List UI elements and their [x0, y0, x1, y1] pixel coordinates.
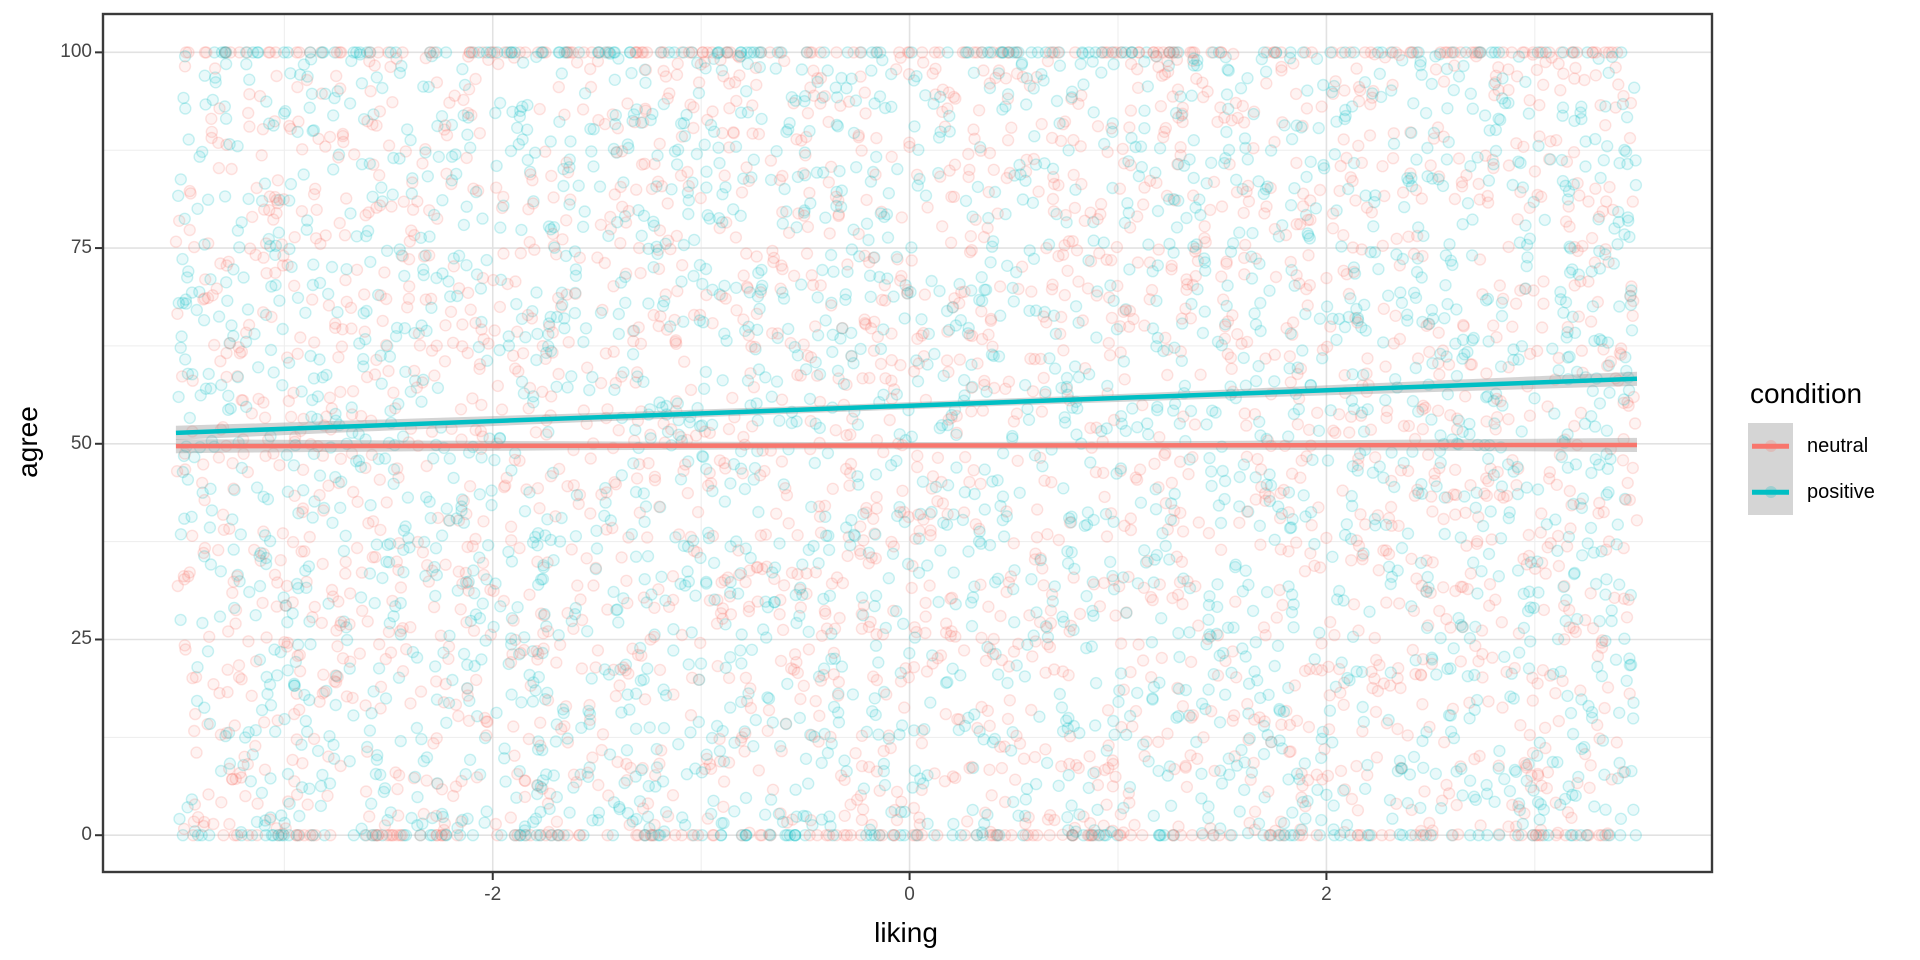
legend-label: neutral [1807, 434, 1869, 457]
y-tick-label: 25 [70, 628, 92, 650]
y-tick-label: 50 [70, 432, 92, 454]
scatter-points [169, 46, 1644, 842]
x-tick-label: 0 [904, 884, 915, 905]
x-axis-title: liking [874, 917, 938, 948]
legend-item-neutral: neutral [1748, 423, 1875, 469]
trend-line-icon [1752, 489, 1789, 495]
y-tick-label: 0 [81, 824, 92, 846]
legend-key-swatch [1748, 469, 1793, 515]
legend-key-swatch [1748, 423, 1793, 469]
legend-title: condition [1750, 378, 1863, 409]
y-tick-label: 100 [60, 41, 92, 63]
y-tick-label: 75 [70, 237, 92, 259]
panel-border [101, 12, 1714, 874]
trend-line-positive [175, 376, 1638, 436]
legend: condition neutral positive [1748, 378, 1875, 515]
legend-keys: neutral positive [1748, 423, 1875, 515]
x-tick-label: -2 [484, 884, 502, 905]
trend-line-neutral [175, 442, 1637, 449]
x-tick-label: 2 [1321, 884, 1332, 905]
legend-item-positive: positive [1748, 469, 1875, 515]
trend-line-icon [1752, 443, 1789, 449]
legend-label: positive [1807, 480, 1875, 503]
